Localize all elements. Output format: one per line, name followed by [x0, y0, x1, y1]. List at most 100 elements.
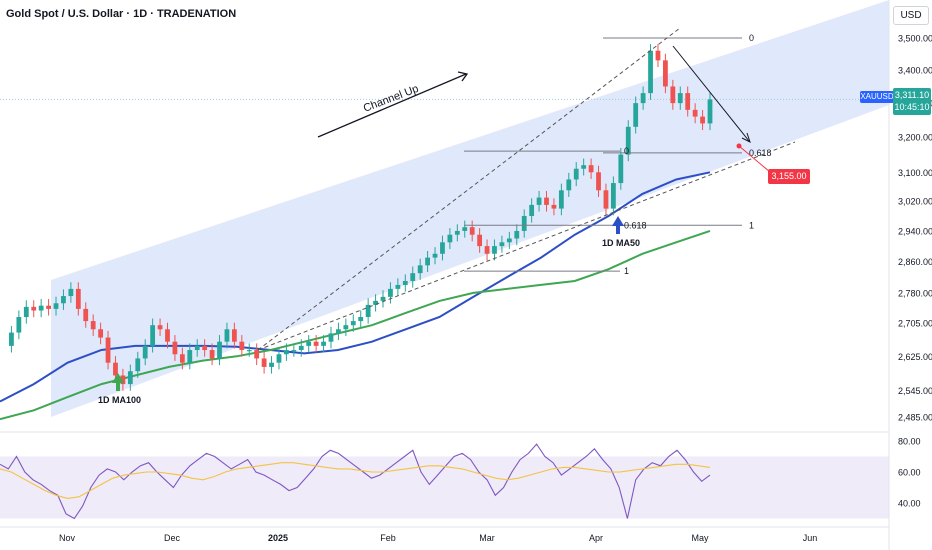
- candle-body: [276, 354, 282, 363]
- candle-body: [194, 345, 200, 351]
- candle-body: [581, 165, 587, 169]
- candle-body: [113, 362, 118, 376]
- candle-body: [217, 341, 222, 359]
- fib-label-0618: 0.618: [749, 148, 772, 158]
- candle-body: [573, 168, 579, 180]
- candle-body: [558, 190, 564, 209]
- rsi-tick-label: 80.00: [898, 437, 921, 447]
- candle-body: [425, 257, 430, 266]
- channel-up-label: Channel Up: [362, 83, 421, 115]
- time-tick-label: Feb: [380, 533, 396, 543]
- price-tick-label: 2,625.00: [898, 352, 932, 362]
- candle-body: [142, 345, 148, 359]
- candle-body: [284, 350, 289, 355]
- candle-body: [23, 306, 29, 318]
- fib-mid-label-0618: 0.618: [624, 220, 647, 230]
- candle-body: [625, 126, 631, 155]
- rsi-tick-label: 40.00: [898, 499, 921, 509]
- candle-body: [187, 350, 193, 363]
- rsi-band: [0, 456, 889, 519]
- price-tick-label: 2,940.00: [898, 226, 932, 236]
- price-tick-label: 2,705.00: [898, 319, 932, 329]
- candle-body: [135, 358, 141, 372]
- candle-body: [38, 305, 44, 311]
- candle-body: [254, 350, 260, 359]
- time-tick-label: Nov: [59, 533, 76, 543]
- candle-body: [83, 308, 89, 322]
- candle-body: [298, 345, 304, 351]
- candle-body: [90, 321, 96, 330]
- candle-body: [120, 375, 126, 385]
- candle-body: [328, 333, 334, 342]
- candle-body: [685, 93, 691, 110]
- candle-body: [544, 197, 549, 205]
- channel-arrow-head: [457, 71, 469, 82]
- projection-arrow-line: [672, 45, 750, 142]
- candle-body: [521, 215, 527, 231]
- ma50-label: 1D MA50: [602, 238, 640, 248]
- candle-body: [388, 288, 393, 297]
- fibonacci-levels: 0 0.618 0 0.618 1 1: [464, 33, 772, 276]
- ma100-arrow-icon: [112, 373, 124, 391]
- time-tick-label: 2025: [268, 533, 288, 543]
- currency-selector[interactable]: USD: [893, 6, 929, 25]
- candle-body: [596, 172, 601, 191]
- target-connector: [738, 145, 771, 173]
- candle-body: [68, 288, 74, 297]
- candle-body: [663, 60, 668, 87]
- candle-body: [618, 154, 624, 184]
- candlesticks: [9, 44, 713, 391]
- candle-body: [291, 350, 297, 352]
- candle-body: [700, 116, 705, 124]
- candle-body: [640, 93, 646, 104]
- candle-body: [655, 50, 661, 61]
- time-tick-label: Jun: [803, 533, 818, 543]
- candle-body: [224, 329, 230, 342]
- candle-body: [499, 242, 505, 247]
- candle-body: [313, 341, 319, 346]
- candle-body: [98, 329, 104, 338]
- candle-body: [484, 246, 490, 254]
- candle-body: [373, 300, 378, 305]
- candle-body: [447, 234, 453, 243]
- candle-body: [648, 50, 653, 94]
- chart-title: Gold Spot / U.S. Dollar · 1D · TRADENATI…: [6, 8, 237, 20]
- candle-body: [75, 288, 81, 309]
- candle-body: [633, 103, 639, 127]
- channel-upper-trendline: [257, 27, 681, 351]
- candle-body: [53, 303, 59, 309]
- ma50-arrow-icon: [612, 216, 624, 234]
- candle-body: [16, 317, 22, 333]
- candle-body: [172, 341, 178, 355]
- candle-body: [410, 273, 416, 281]
- rsi-tick-label: 60.00: [898, 468, 921, 478]
- candle-body: [677, 93, 683, 104]
- candle-body: [454, 230, 460, 235]
- rsi-ma-line: [0, 462, 711, 499]
- channel-up-fill: [51, 0, 889, 417]
- candle-body: [61, 296, 66, 304]
- fib-mid-label-1: 1: [749, 220, 754, 230]
- candle-body: [492, 246, 497, 254]
- candle-body: [610, 183, 616, 209]
- candle-body: [432, 253, 438, 258]
- price-tick-label: 3,020.00: [898, 197, 932, 207]
- candle-body: [477, 234, 483, 247]
- candle-body: [469, 227, 475, 235]
- channel-lower-trendline: [257, 141, 796, 351]
- candle-body: [588, 165, 594, 173]
- time-tick-label: Mar: [479, 533, 495, 543]
- price-tick-label: 2,860.00: [898, 257, 932, 267]
- candle-body: [707, 99, 713, 124]
- fib-mid-label-0: 0: [624, 146, 629, 156]
- ma100-label: 1D MA100: [98, 395, 141, 405]
- symbol-badge: XAUUSD: [860, 91, 894, 103]
- candle-body: [269, 362, 274, 367]
- candle-body: [105, 337, 111, 363]
- price-tick-label: 3,100.00: [898, 168, 932, 178]
- candle-body: [231, 329, 237, 342]
- candle-body: [157, 325, 163, 330]
- candle-body: [529, 204, 535, 216]
- target-price-badge: 3,155.00: [768, 169, 810, 184]
